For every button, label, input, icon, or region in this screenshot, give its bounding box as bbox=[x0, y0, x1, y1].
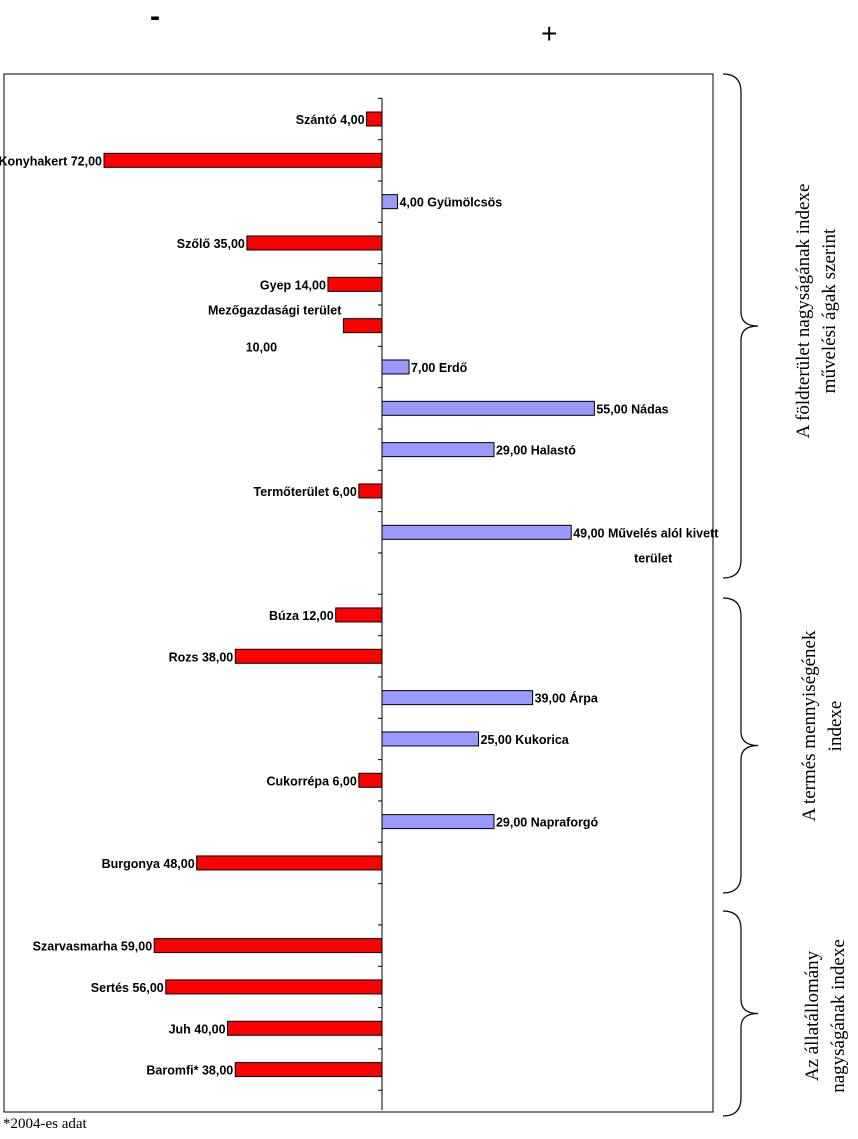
bar-label: Burgonya 48,00 bbox=[102, 857, 195, 871]
bar-label: 25,00 Kukorica bbox=[481, 733, 570, 747]
bar-label: Juh 40,00 bbox=[169, 1022, 226, 1036]
bar-label: Búza 12,00 bbox=[269, 609, 334, 623]
bar bbox=[358, 483, 383, 499]
bar bbox=[234, 648, 383, 664]
group-title-line: A termés mennyiségének bbox=[799, 630, 820, 822]
bar bbox=[381, 690, 534, 706]
bar bbox=[366, 111, 383, 127]
bar-label: Mezőgazdasági terület bbox=[208, 304, 342, 318]
group-brace bbox=[722, 597, 759, 894]
group-brace bbox=[722, 910, 759, 1117]
bar bbox=[327, 276, 383, 292]
negative-sign: - bbox=[150, 0, 160, 33]
footnote: *2004-es adat bbox=[3, 1116, 87, 1132]
bar bbox=[227, 1020, 383, 1036]
bar bbox=[342, 318, 383, 334]
bar-label: Sertés 56,00 bbox=[91, 981, 164, 995]
group-title-line: nagyságának indexe bbox=[828, 939, 849, 1093]
bar bbox=[335, 607, 383, 623]
bar bbox=[234, 1062, 383, 1078]
group-title-line: indexe bbox=[825, 700, 846, 752]
bar bbox=[196, 855, 383, 871]
bar-label: 7,00 Erdő bbox=[411, 361, 468, 375]
bar bbox=[381, 359, 410, 375]
bar bbox=[381, 194, 398, 210]
bar-label: Cukorrépa 6,00 bbox=[267, 774, 357, 788]
bar-label: 55,00 Nádas bbox=[596, 402, 668, 416]
bar-label-line-2: 10,00 bbox=[246, 341, 277, 355]
bar-label: Szőlő 35,00 bbox=[177, 237, 245, 251]
bar-label: Szántó 4,00 bbox=[296, 113, 365, 127]
bar-label: Gyep 14,00 bbox=[260, 278, 326, 292]
bar bbox=[165, 979, 383, 995]
bar bbox=[381, 814, 495, 830]
group-title-line: művelési ágak szerint bbox=[819, 228, 840, 394]
group-brace bbox=[722, 73, 759, 579]
bar bbox=[381, 400, 595, 416]
group-title-line: Az állatállomány bbox=[802, 950, 823, 1082]
bar-label: 29,00 Napraforgó bbox=[496, 816, 598, 830]
plot-frame bbox=[3, 73, 714, 1113]
bar-label: 39,00 Árpa bbox=[535, 691, 599, 706]
bar-label: 29,00 Halastó bbox=[496, 444, 576, 458]
bar-label: 49,00 Művelés alól kivett bbox=[573, 526, 719, 540]
bar-label: Konyhakert 72,00 bbox=[0, 154, 102, 168]
bar bbox=[103, 152, 383, 168]
bar-label: Termőterület 6,00 bbox=[254, 485, 357, 499]
bar-label-line-2: terület bbox=[634, 551, 673, 565]
bar bbox=[153, 938, 383, 954]
bar-label: Szarvasmarha 59,00 bbox=[33, 940, 153, 954]
bar bbox=[381, 524, 572, 540]
bar bbox=[246, 235, 383, 251]
positive-sign: + bbox=[541, 18, 558, 49]
group-title: A földterület nagyságának indexe művelési… bbox=[791, 184, 843, 439]
group-title: A termés mennyiségének indexe bbox=[797, 630, 849, 821]
group-title: Az állatállomány nagyságának indexe bbox=[800, 939, 852, 1093]
bar-label: Rozs 38,00 bbox=[169, 650, 234, 664]
bar-label: Baromfi* 38,00 bbox=[146, 1064, 233, 1078]
bar bbox=[381, 442, 495, 458]
group-title-line: A földterület nagyságának indexe bbox=[793, 183, 814, 439]
bar-label: 4,00 Gyümölcsös bbox=[399, 196, 502, 210]
bar bbox=[358, 772, 383, 788]
bar bbox=[381, 731, 480, 747]
